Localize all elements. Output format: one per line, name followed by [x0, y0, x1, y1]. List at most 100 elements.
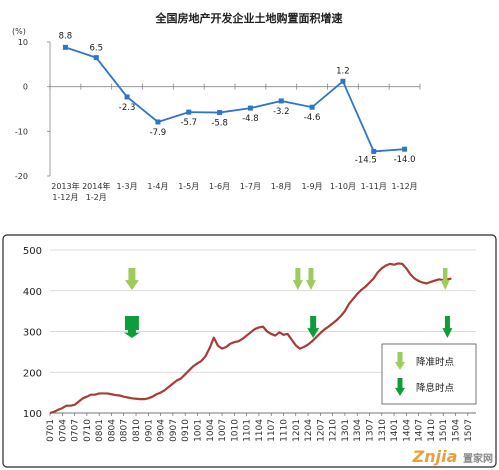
chart1-point	[62, 44, 68, 50]
chart2-x-tick-label: 0710	[83, 419, 93, 442]
watermark: Znjia 置家网	[413, 447, 493, 466]
chart2-y-tick-label: 500	[23, 246, 42, 257]
chart2-x-tick-label: 1501	[439, 419, 449, 442]
chart2-x-tick-label: 0807	[120, 419, 130, 442]
chart1-data-label: -3.2	[273, 107, 290, 117]
chart2-x-tick-label: 0810	[132, 419, 142, 442]
rrr-cut-arrow	[305, 268, 316, 290]
chart1-point	[217, 110, 223, 116]
chart1-x-tick-label: 1-12月	[392, 182, 418, 191]
chart1-x-tick-label: 1-10月	[330, 182, 356, 191]
chart1-data-label: -4.8	[242, 114, 259, 124]
chart1-x-tick-label: 1-7月	[240, 182, 261, 191]
chart2-x-tick-label: 1107	[267, 419, 277, 442]
legend-rrr-cut-icon	[395, 352, 405, 370]
chart1-data-label: 1.2	[336, 66, 350, 76]
chart1-series-line	[65, 46, 405, 153]
legend-label: 降息时点	[416, 382, 455, 394]
chart2-x-tick-label: 0901	[144, 419, 154, 442]
chart1-x-tick-label: 1-9月	[302, 182, 323, 191]
chart1-data-label: -5.8	[211, 119, 228, 129]
chart2-x-tick-label: 1310	[378, 419, 388, 442]
chart1-title: 全国房地产开发企业土地购置面积增速	[155, 11, 343, 25]
chart1-x-tick-label: 1-5月	[178, 182, 199, 191]
chart1-point	[278, 98, 284, 104]
chart1-x-tick-label: 2013年 1-12月	[51, 181, 79, 202]
chart1-point	[371, 148, 377, 154]
chart1-data-label: -5.7	[180, 118, 197, 128]
chart1-x-tick-label: 1-4月	[147, 182, 168, 191]
chart2-x-tick-label: 0907	[169, 419, 179, 442]
chart1-point	[93, 55, 99, 61]
chart1-y-axis: 10 0 -10 -20	[15, 38, 51, 181]
chart2-x-tick-label: 1407	[415, 419, 425, 442]
chart2-x-tick-label: 1404	[402, 419, 412, 442]
chart1-data-label: -14.5	[355, 155, 377, 165]
chart2-x-tick-label: 1004	[206, 419, 216, 442]
chart2-x-tick-label: 1307	[366, 419, 376, 442]
chart1-x-tick-label: 1-6月	[209, 182, 230, 191]
chart2-x-tick-label: 1210	[329, 419, 339, 442]
chart2-x-tick-label: 1301	[341, 419, 351, 442]
chart2-panel	[2, 234, 497, 468]
chart1-data-label: -4.6	[304, 113, 321, 123]
chart2-x-tick-label: 0701	[46, 419, 56, 442]
chart1-data-labels: 8.8 6.5 -2.3 -7.9 -5.7 -5.8 -4.8 -3.2 -4.6 1.2 -14…	[59, 31, 416, 165]
chart2-x-tick-label: 1104	[255, 419, 265, 442]
chart2-series	[49, 262, 452, 415]
house-price-index-chart: 100 200 300 400 500 0701 0704 0707 0710 0801 0804…	[2, 234, 497, 468]
chart2-x-tick-label: 1304	[353, 419, 363, 442]
chart1-y-tick-label: -10	[15, 127, 28, 136]
rate-cut-arrow-cluster	[123, 316, 140, 338]
legend-rate-cut-icon	[395, 378, 405, 396]
chart2-x-tick-label: 0704	[58, 419, 68, 442]
chart1-data-label: 8.8	[59, 31, 73, 41]
chart2-y-tick-label: 200	[23, 368, 42, 379]
chart2-y-tick-label: 100	[23, 409, 42, 420]
chart1-point	[247, 105, 253, 111]
chart1-data-label: -2.3	[119, 103, 136, 113]
watermark-sub: 置家网	[463, 454, 493, 465]
rate-cut-arrow	[123, 326, 140, 338]
chart1-x-tick-label: 1-8月	[271, 182, 292, 191]
rate-cut-arrow	[442, 316, 453, 338]
legend-label: 降准时点	[416, 356, 455, 368]
chart2-x-tick-label: 0904	[157, 419, 167, 442]
chart1-point	[340, 78, 346, 84]
chart1-y-tick-label: 0	[23, 83, 28, 92]
chart2-x-tick-label: 1001	[193, 419, 203, 442]
chart2-series-line	[49, 262, 452, 415]
chart1-point	[124, 94, 130, 100]
rrr-cut-arrow	[292, 268, 303, 290]
chart2-x-tick-label: 1507	[464, 419, 474, 442]
chart1-data-label: 6.5	[89, 44, 103, 54]
chart2-x-tick-label: 0707	[71, 419, 81, 442]
chart2-x-tick-label: 1401	[390, 419, 400, 442]
chart2-x-tick-label: 1204	[304, 419, 314, 442]
chart1-x-tick-label: 1-11月	[361, 182, 387, 191]
chart2-y-axis: 100 200 300 400 500	[23, 246, 42, 420]
chart2-x-tick-label: 1410	[427, 419, 437, 442]
legend-box	[381, 343, 477, 405]
chart1-point	[155, 119, 161, 125]
chart2-x-tick-label: 1010	[230, 419, 240, 442]
rate-cut-arrow	[307, 316, 320, 338]
chart2-y-tick-label: 300	[23, 328, 42, 339]
rrr-cut-arrow	[124, 268, 139, 290]
chart1-unit: (%)	[12, 27, 26, 36]
chart1-series	[62, 44, 408, 154]
chart1-x-tick-label: 1-3月	[117, 182, 138, 191]
chart2-x-tick-label: 1110	[279, 419, 289, 442]
watermark-logo: Znjia	[412, 447, 458, 466]
chart2-x-tick-label: 1504	[452, 419, 462, 442]
chart2-x-axis: 0701 0704 0707 0710 0801 0804 0807 0810 0901 0904…	[46, 412, 476, 442]
chart2-x-tick-label: 1007	[218, 419, 228, 442]
chart1-data-label: -14.0	[394, 155, 416, 165]
chart2-x-tick-label: 0910	[181, 419, 191, 442]
chart1-y-tick-label: 10	[18, 38, 28, 47]
chart2-x-tick-label: 1101	[243, 419, 253, 442]
chart1-point	[309, 104, 315, 110]
land-purchase-growth-chart: 全国房地产开发企业土地购置面积增速 (%) 10 0 -10 -20 2013年 1-1…	[12, 11, 421, 202]
